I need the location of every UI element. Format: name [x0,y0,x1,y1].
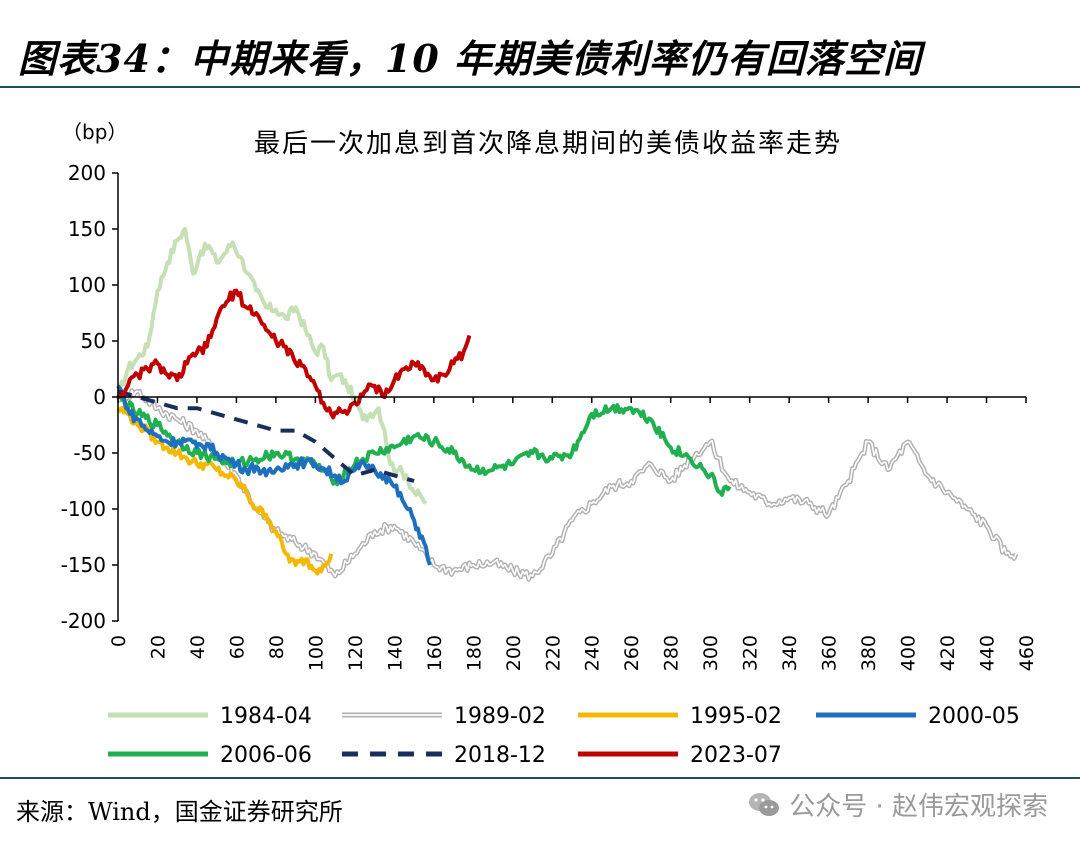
legend: 1984-04 1989-02 1995-02 2000-05 2006-06 2018-… [108,704,1020,768]
y-tick-label: 150 [68,217,106,241]
x-tick-label: 420 [937,635,959,671]
x-tick-label: 140 [384,635,406,671]
source-note: 来源：Wind，国金证券研究所 [16,798,343,826]
legend-label: 2006-06 [220,743,312,768]
x-tick-label: 240 [582,635,604,671]
legend-label: 1984-04 [220,704,312,729]
y-axis-unit: （bp） [62,120,127,144]
x-tick-label: 100 [305,635,327,671]
y-tick-label: 0 [93,385,106,409]
x-tick-label: 80 [266,635,288,659]
legend-label: 2000-05 [928,704,1020,729]
wechat-icon [749,792,780,816]
x-tick-label: 60 [226,635,248,659]
chart-title: 最后一次加息到首次降息期间的美债收益率走势 [254,129,842,159]
legend-label: 2023-07 [690,743,782,768]
y-tick-label: 100 [68,273,106,297]
y-tick-label: -200 [61,609,106,633]
x-tick-label: 440 [977,635,999,671]
y-tick-label: -150 [61,553,106,577]
x-tick-label: 280 [661,635,683,671]
bottom-divider [0,777,1080,779]
legend-label: 2018-12 [454,743,546,768]
x-tick-label: 400 [898,635,920,671]
x-tick-label: 340 [779,635,801,671]
series-line-2018-12 [117,389,415,483]
legend-label: 1995-02 [690,704,782,729]
x-tick-label: 460 [1016,635,1038,671]
x-tick-label: 200 [503,635,525,671]
top-divider [0,86,1080,88]
series-line-1989-02-inner [117,389,1017,581]
x-tick-label: 40 [187,635,209,659]
x-tick-label: 320 [740,635,762,671]
series-line-2023-07 [117,288,472,420]
series-line-1989-02 [116,388,1019,582]
x-tick-label: 0 [108,635,130,647]
legend-label: 1989-02 [454,704,546,729]
series-line-1984-04 [116,227,428,505]
watermark-text: 公众号 · 赵伟宏观探索 [789,792,1048,822]
series-line-2000-05 [116,384,432,566]
y-tick-label: -50 [73,441,106,465]
x-tick-label: 160 [424,635,446,671]
x-tick-label: 20 [147,635,169,659]
x-tick-label: 180 [463,635,485,671]
plot-area [116,227,1019,582]
y-tick-label: -100 [61,497,106,521]
y-tick-label: 200 [68,161,106,185]
x-tick-label: 120 [345,635,367,671]
y-tick-label: 50 [81,329,106,353]
x-tick-label: 300 [700,635,722,671]
x-tick-label: 360 [819,635,841,671]
watermark: 公众号 · 赵伟宏观探索 [747,786,1048,823]
page-title: 图表34：中期来看，10 年期美债利率仍有回落空间 [18,36,922,81]
x-tick-label: 220 [542,635,564,671]
line-chart: 最后一次加息到首次降息期间的美债收益率走势 （bp） 200150100500-… [61,120,1038,768]
x-tick-label: 260 [621,635,643,671]
x-tick-label: 380 [858,635,880,671]
